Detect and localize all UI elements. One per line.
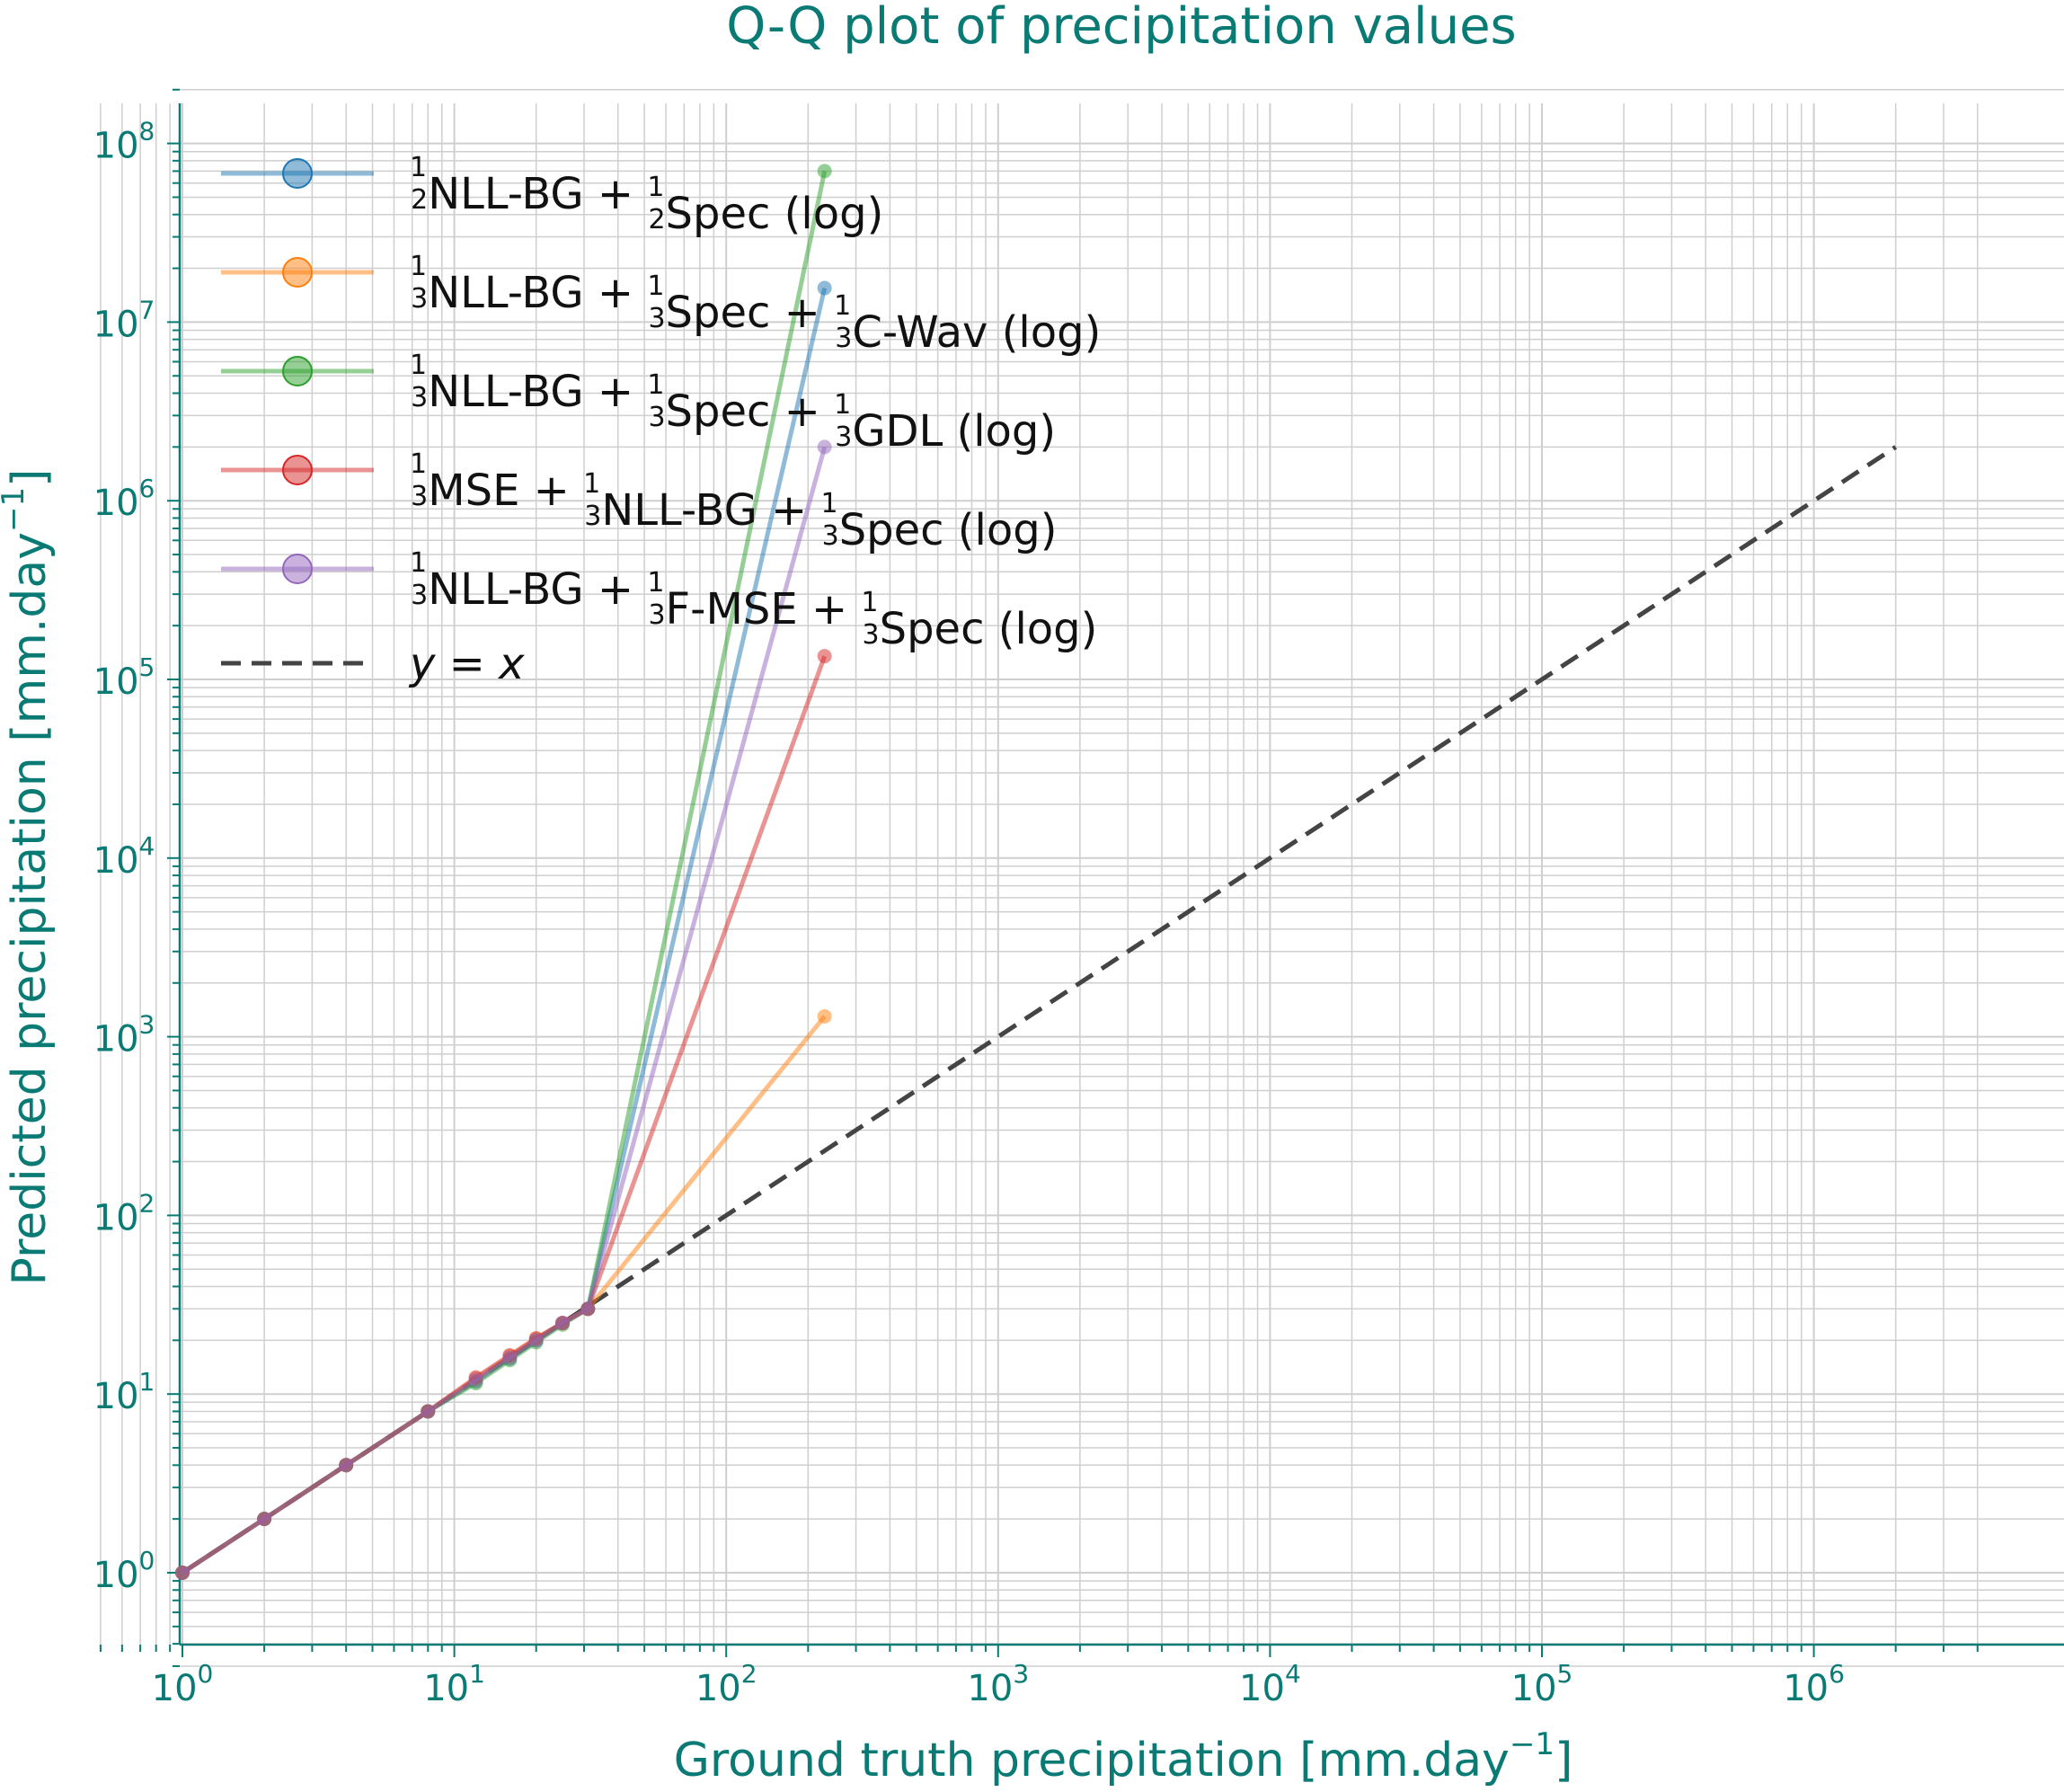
y-tick-label: 106 <box>93 474 155 524</box>
y-axis-title-exponent: −1 <box>0 487 31 532</box>
series-1-point <box>817 280 832 296</box>
chart-title: Q-Q plot of precipitation values <box>726 0 1516 56</box>
series-5-point <box>502 1350 518 1365</box>
grid-layer <box>100 89 2064 1667</box>
x-axis-title-text: Ground truth precipitation [mm.day <box>674 1734 1510 1788</box>
series-5-point <box>339 1458 354 1473</box>
y-axis-title-close: ] <box>3 469 57 487</box>
y-tick-label: 100 <box>93 1546 155 1596</box>
series-4-point <box>817 649 832 664</box>
series-5-point <box>817 439 832 455</box>
legend-marker-1 <box>282 158 313 189</box>
legend-marker-3 <box>282 356 313 386</box>
legend-label-3: 1 3NLL-BG + 1 3Spec + 1 3GDL (log) <box>410 350 1056 457</box>
y-axis-title: Predicted precipitation [mm.day−1] <box>0 469 57 1286</box>
y-tick-label: 107 <box>93 295 155 345</box>
y-tick-label: 105 <box>93 652 155 703</box>
x-tick-label: 101 <box>423 1659 485 1709</box>
legend-marker-2 <box>282 257 313 288</box>
x-tick-label: 102 <box>695 1659 757 1709</box>
legend: 1 2NLL-BG + 1 2Spec (log) 1 3NLL-BG + 1 3Spec… <box>221 152 1101 689</box>
y-tick-label: 101 <box>93 1367 155 1417</box>
axes-layer <box>99 88 2064 1667</box>
series-5-point <box>175 1566 190 1580</box>
legend-label-reference: y = x <box>408 639 525 689</box>
legend-label-4: 1 3MSE + 1 3NLL-BG + 1 3Spec (log) <box>410 448 1057 555</box>
series-line-5 <box>181 446 828 1575</box>
tick-labels: 100 101 102 103 104 105 106 100 101 102 103 104 105 1… <box>93 117 1845 1709</box>
series-5-point <box>555 1316 571 1331</box>
x-tick-label: 100 <box>152 1659 214 1709</box>
legend-marker-4 <box>282 455 313 485</box>
y-tick-label: 102 <box>93 1188 155 1238</box>
x-axis-title-close: ] <box>1555 1734 1572 1788</box>
y-axis-title-text: Predicted precipitation [mm.day <box>3 532 57 1286</box>
y-tick-label: 104 <box>93 831 155 882</box>
x-tick-label: 106 <box>1783 1659 1845 1709</box>
x-axis-title-exponent: −1 <box>1510 1726 1555 1762</box>
series-5-point <box>580 1301 596 1317</box>
series-layer <box>175 164 1898 1580</box>
x-tick-label: 104 <box>1239 1659 1301 1709</box>
x-tick-label: 103 <box>967 1659 1029 1709</box>
x-axis-title: Ground truth precipitation [mm.day−1] <box>674 1726 1573 1788</box>
x-tick-label: 105 <box>1511 1659 1573 1709</box>
series-5-point <box>421 1404 436 1419</box>
series-2-point <box>817 1008 832 1024</box>
series-5-point <box>528 1333 544 1348</box>
legend-label-1: 1 2NLL-BG + 1 2Spec (log) <box>410 152 883 239</box>
series-5-point <box>468 1372 483 1388</box>
legend-label-2: 1 3NLL-BG + 1 3Spec + 1 3C-Wav (log) <box>410 251 1101 358</box>
y-tick-label: 103 <box>93 1010 155 1060</box>
series-line-2 <box>181 1015 827 1575</box>
legend-marker-5 <box>282 554 313 584</box>
legend-label-5: 1 3NLL-BG + 1 3F-MSE + 1 3Spec (log) <box>410 547 1097 654</box>
series-5-point <box>257 1512 272 1527</box>
series-3-point <box>817 164 832 179</box>
y-tick-label: 108 <box>93 117 155 167</box>
